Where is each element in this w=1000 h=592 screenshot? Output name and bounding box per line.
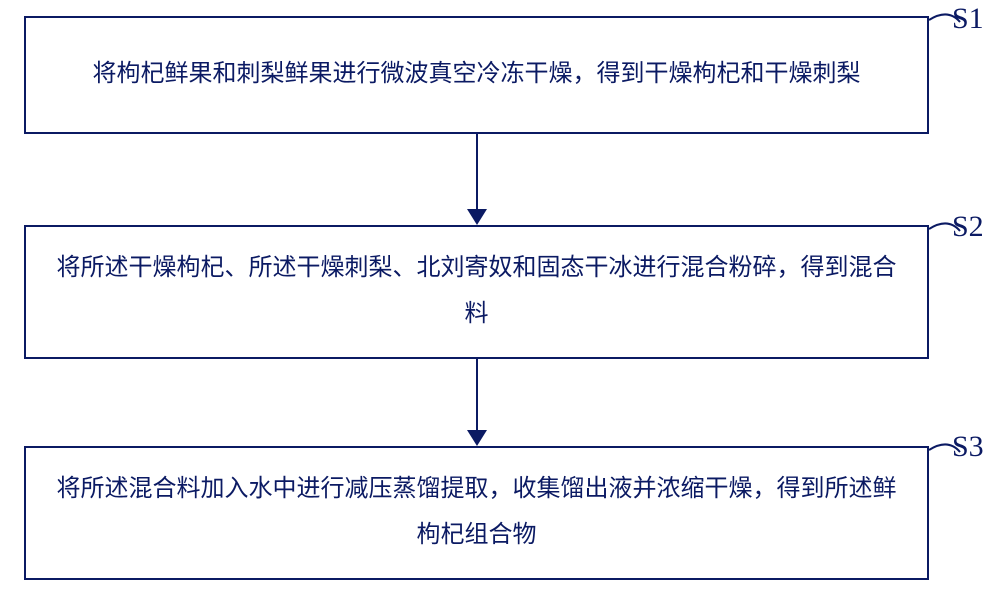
step-text-s3: 将所述混合料加入水中进行减压蒸馏提取，收集馏出液并浓缩干燥，得到所述鲜枸杞组合物	[50, 467, 903, 558]
step-label-s3: S3	[952, 430, 984, 464]
arrow-s2-s3	[467, 359, 487, 446]
step-label-s1: S1	[952, 2, 984, 36]
arrow-s1-s2	[467, 134, 487, 225]
step-text-s1: 将枸杞鲜果和刺梨鲜果进行微波真空冷冻干燥，得到干燥枸杞和干燥刺梨	[93, 52, 861, 98]
step-text-s2: 将所述干燥枸杞、所述干燥刺梨、北刘寄奴和固态干冰进行混合粉碎，得到混合料	[50, 246, 903, 337]
flowchart-canvas: 将枸杞鲜果和刺梨鲜果进行微波真空冷冻干燥，得到干燥枸杞和干燥刺梨 S1 将所述干…	[0, 0, 1000, 592]
step-box-s2: 将所述干燥枸杞、所述干燥刺梨、北刘寄奴和固态干冰进行混合粉碎，得到混合料	[24, 225, 929, 359]
step-label-s2: S2	[952, 210, 984, 244]
step-box-s3: 将所述混合料加入水中进行减压蒸馏提取，收集馏出液并浓缩干燥，得到所述鲜枸杞组合物	[24, 446, 929, 580]
step-box-s1: 将枸杞鲜果和刺梨鲜果进行微波真空冷冻干燥，得到干燥枸杞和干燥刺梨	[24, 16, 929, 134]
